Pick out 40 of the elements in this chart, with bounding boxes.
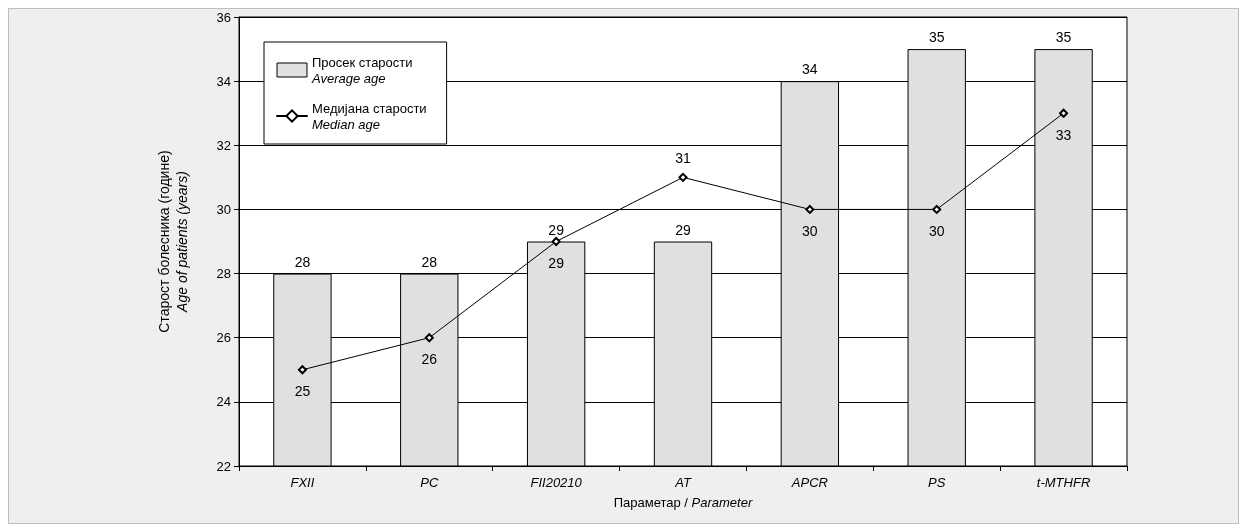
data-label: 34 bbox=[802, 61, 818, 78]
x-tick-label: AT bbox=[674, 475, 692, 490]
data-label: 29 bbox=[548, 221, 565, 238]
data-label: 28 bbox=[294, 253, 311, 270]
y-tick-label: 32 bbox=[216, 137, 231, 153]
data-label: 25 bbox=[294, 383, 311, 400]
x-tick-label: FII20210 bbox=[530, 475, 583, 490]
x-tick-label: APCR bbox=[790, 475, 828, 490]
data-label: 28 bbox=[421, 253, 438, 270]
data-label: 35 bbox=[1055, 29, 1072, 46]
data-label: 35 bbox=[928, 29, 945, 46]
y-tick-label: 28 bbox=[216, 266, 231, 282]
y-tick-label: 26 bbox=[216, 330, 231, 346]
point bbox=[932, 204, 942, 214]
y-tick-label: 30 bbox=[216, 201, 231, 217]
point bbox=[1059, 108, 1069, 118]
data-label: 29 bbox=[675, 221, 691, 238]
point bbox=[805, 204, 815, 214]
y-tick-label: 22 bbox=[216, 458, 231, 474]
y-tick-label: 36 bbox=[216, 9, 231, 25]
point bbox=[678, 172, 688, 182]
data-label: 30 bbox=[928, 222, 945, 239]
data-label: 30 bbox=[802, 222, 818, 239]
data-label: 26 bbox=[421, 351, 438, 368]
x-tick-label: PC bbox=[420, 475, 439, 490]
point bbox=[424, 333, 434, 343]
x-tick-label: PS bbox=[928, 475, 946, 490]
y-tick-label: 34 bbox=[216, 73, 231, 89]
y-tick-label: 24 bbox=[216, 394, 231, 410]
x-tick-label: t-MTHFR bbox=[1036, 475, 1091, 490]
y-axis-title: Старост болесника (године) Age of patients (years) bbox=[156, 150, 190, 333]
x-axis-title: Параметар / Parameter bbox=[613, 495, 753, 510]
point bbox=[297, 365, 307, 375]
data-label: 33 bbox=[1055, 126, 1072, 143]
x-tick-label: FXII bbox=[290, 475, 315, 490]
data-label: 29 bbox=[548, 255, 565, 271]
legend-label: Медијана старости Median age bbox=[312, 100, 427, 132]
legend-label: Просек старости Average age bbox=[311, 54, 413, 86]
data-label: 31 bbox=[675, 149, 691, 166]
point bbox=[551, 237, 561, 246]
